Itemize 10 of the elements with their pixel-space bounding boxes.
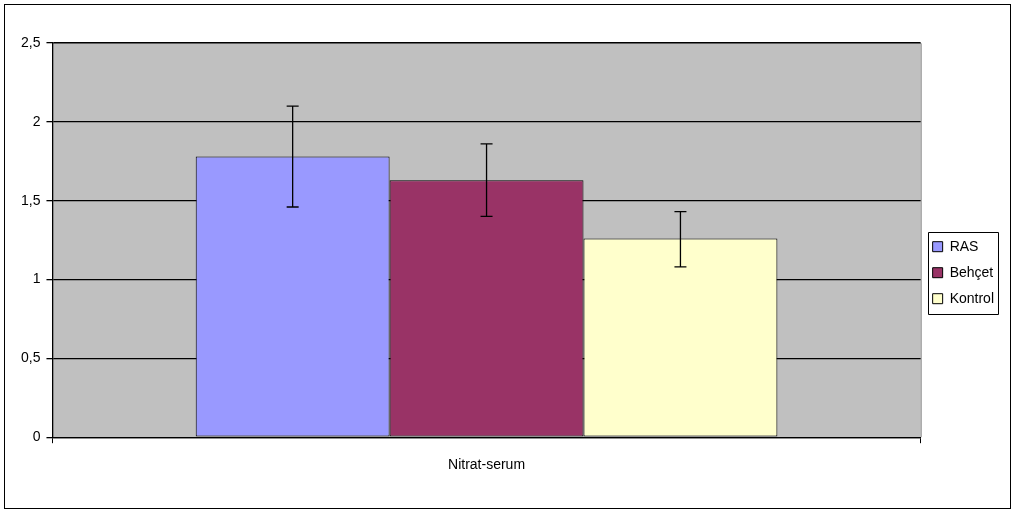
x-tick-label: Nitrat-serum bbox=[448, 456, 526, 473]
y-tick-label: 1,5 bbox=[20, 191, 41, 208]
y-tick-label: 1 bbox=[32, 270, 41, 287]
y-tick-label: 2 bbox=[32, 112, 41, 129]
legend-label: RAS bbox=[949, 237, 979, 254]
y-tick-label: 0,5 bbox=[20, 349, 41, 366]
y-tick-label: 0 bbox=[32, 428, 41, 445]
legend-label: Behçet bbox=[949, 263, 994, 280]
y-tick-label: 2,5 bbox=[20, 33, 41, 50]
legend-label: Kontrol bbox=[949, 289, 994, 306]
